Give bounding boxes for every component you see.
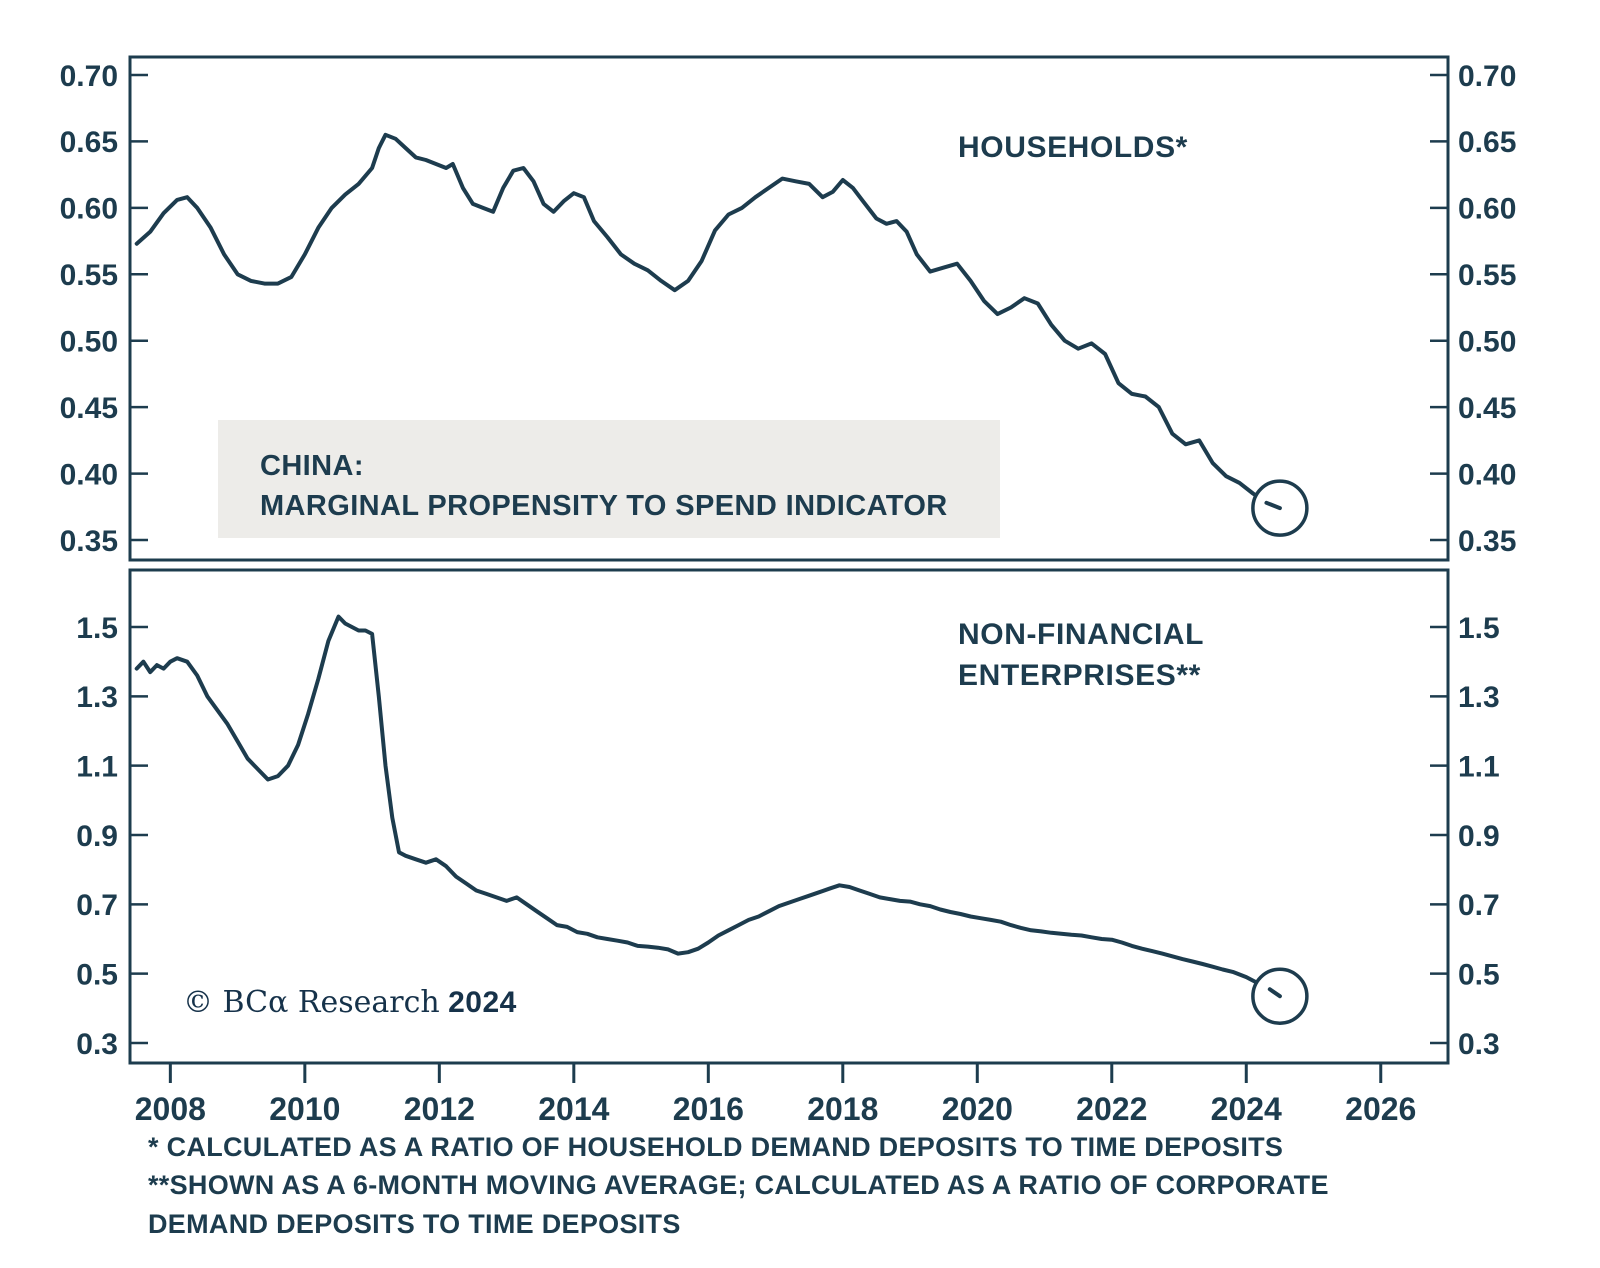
- y-tick-label-left: 1.3: [76, 681, 118, 714]
- y-tick-label-left: 0.7: [76, 889, 118, 922]
- y-tick-label-left: 0.70: [60, 60, 118, 93]
- y-tick-label-left: 0.45: [60, 392, 118, 425]
- copyright-year: 2024: [448, 986, 517, 1019]
- y-tick-label-right: 0.55: [1458, 259, 1516, 292]
- series-line: [134, 132, 1282, 511]
- series-label-enterprises: NON-FINANCIAL ENTERPRISES**: [958, 615, 1204, 696]
- chart-title-box: CHINA: MARGINAL PROPENSITY TO SPEND INDI…: [218, 420, 1000, 538]
- x-tick-label: 2020: [942, 1091, 1013, 1127]
- copyright-notice: © BCα Research 2024: [183, 985, 517, 1020]
- y-tick-label-right: 0.65: [1458, 126, 1516, 159]
- copyright-brand: © BCα Research: [183, 985, 440, 1020]
- series-label-enterprises-line2: ENTERPRISES**: [958, 658, 1201, 692]
- y-tick-label-right: 0.50: [1458, 326, 1516, 359]
- panel-enterprises: 1.5 1.5 1.3 1.3 1.1 1.1 0.9 0.9 0.7 0.7 0.5 0.5 0.3 0…: [76, 568, 1500, 1065]
- x-tick-label: 2010: [269, 1091, 340, 1127]
- footnote-2: **SHOWN AS A 6-MONTH MOVING AVERAGE; CAL…: [148, 1170, 1329, 1239]
- y-tick-label-left: 0.65: [60, 126, 118, 159]
- y-tick-label-left: 1.5: [76, 612, 118, 645]
- panel-frame: [128, 568, 1450, 1065]
- y-tick-label-left: 0.3: [76, 1028, 118, 1061]
- chart-title-line2: MARGINAL PROPENSITY TO SPEND INDICATOR: [260, 490, 948, 523]
- chart-title-line1: CHINA:: [260, 450, 364, 482]
- y-tick-label-right: 1.1: [1458, 750, 1500, 783]
- x-tick-label: 2026: [1345, 1091, 1416, 1127]
- y-tick-label-right: 0.7: [1458, 889, 1500, 922]
- y-tick-label-right: 1.3: [1458, 681, 1500, 714]
- y-tick-label-right: 0.40: [1458, 458, 1516, 491]
- panel-frame: [128, 55, 1450, 562]
- y-tick-label-right: 1.5: [1458, 612, 1500, 645]
- x-tick-label: 2008: [135, 1091, 206, 1127]
- y-tick-label-left: 0.60: [60, 193, 118, 226]
- y-tick-label-right: 0.35: [1458, 525, 1516, 558]
- x-tick-label: 2012: [404, 1091, 475, 1127]
- x-tick-label: 2018: [807, 1091, 878, 1127]
- y-tick-label-left: 0.5: [76, 958, 118, 991]
- footnote-1: * CALCULATED AS A RATIO OF HOUSEHOLD DEM…: [148, 1132, 1284, 1162]
- x-tick-label: 2016: [673, 1091, 744, 1127]
- y-tick-label-left: 1.1: [76, 750, 118, 783]
- end-marker-tail: [1267, 987, 1282, 999]
- y-tick-label-left: 0.55: [60, 259, 118, 292]
- y-tick-label-right: 0.70: [1458, 60, 1516, 93]
- footnotes: * CALCULATED AS A RATIO OF HOUSEHOLD DEM…: [148, 1128, 1408, 1243]
- y-tick-label-left: 0.35: [60, 525, 118, 558]
- y-tick-label-left: 0.40: [60, 458, 118, 491]
- series-label-enterprises-line1: NON-FINANCIAL: [958, 618, 1205, 651]
- x-tick-label: 2014: [538, 1091, 609, 1127]
- y-tick-label-right: 0.45: [1458, 392, 1516, 425]
- x-tick-label: 2024: [1211, 1091, 1282, 1127]
- x-tick-label: 2022: [1076, 1091, 1147, 1127]
- y-tick-label-right: 0.5: [1458, 958, 1500, 991]
- y-tick-label-right: 0.9: [1458, 820, 1500, 853]
- series-line: [134, 614, 1282, 999]
- y-tick-label-right: 0.60: [1458, 193, 1516, 226]
- series-label-households: HOUSEHOLDS*: [958, 131, 1188, 164]
- end-marker-tail: [1264, 500, 1282, 511]
- panel-households: 0.70 0.70 0.65 0.65 0.60 0.60 0.55 0.55 0.50 0.50…: [60, 55, 1516, 562]
- y-tick-label-left: 0.50: [60, 326, 118, 359]
- x-axis: 2008 2010 2012 2014 2016 2018 2020 2022 2024 2026: [135, 1063, 1416, 1127]
- y-tick-label-right: 0.3: [1458, 1028, 1500, 1061]
- y-tick-label-left: 0.9: [76, 820, 118, 853]
